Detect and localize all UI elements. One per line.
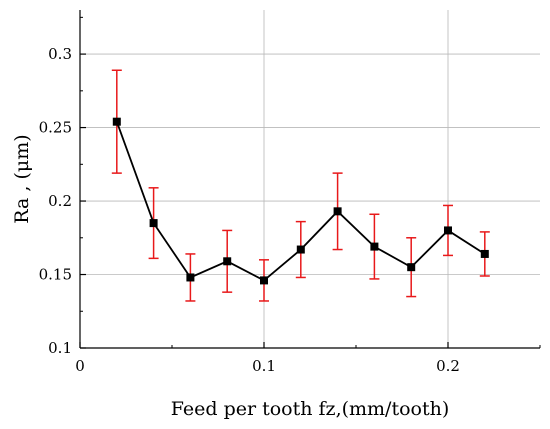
data-point (444, 226, 452, 235)
y-tick-label: 0.3 (48, 45, 72, 63)
data-point (223, 257, 232, 266)
x-tick-label: 0 (75, 357, 85, 375)
data-point (260, 276, 268, 285)
data-point (480, 249, 489, 258)
y-tick-label: 0.1 (48, 339, 72, 357)
grid (80, 10, 540, 348)
axes (79, 10, 540, 349)
y-tick-label: 0.2 (48, 192, 72, 210)
data-points (112, 117, 489, 285)
data-point (149, 219, 158, 228)
y-axis-title: Ra , (μm) (11, 134, 33, 223)
x-axis-title: Feed per tooth fz,(mm/tooth) (171, 398, 450, 420)
y-tick-label: 0.15 (39, 266, 72, 284)
data-point (186, 273, 195, 282)
x-tick-label: 0.2 (436, 357, 460, 375)
data-point (370, 242, 379, 251)
x-tick-label: 0.1 (252, 357, 276, 375)
data-point (296, 245, 305, 254)
y-tick-label: 0.25 (39, 119, 72, 137)
data-point (407, 263, 416, 272)
data-point (333, 207, 342, 216)
data-point (112, 117, 121, 126)
ticks: 0.10.150.20.250.30 0.1 0.2 (39, 16, 541, 375)
